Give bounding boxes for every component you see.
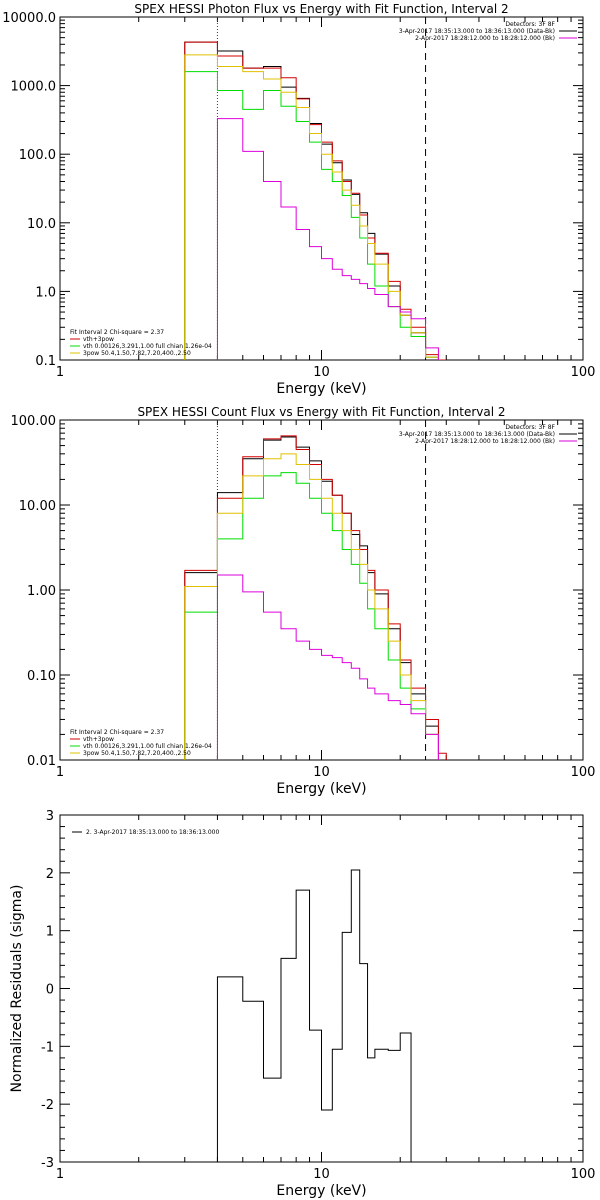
y-tick-label: 1.00	[27, 584, 56, 599]
series-background_spectrum	[216, 574, 439, 760]
y-tick-label: 3	[46, 809, 54, 824]
y-tick-label: 0.01	[27, 754, 56, 769]
y-tick-label: 1	[46, 925, 54, 940]
legend-top-right-item: 3-Apr-2017 18:35:13.000 to 18:36:13.000 …	[399, 431, 555, 438]
series-vth	[184, 71, 439, 360]
y-tick-label: 10.00	[19, 499, 56, 514]
legend-bottom-left-item: Fit Interval 2 Chi-square = 2.37	[70, 729, 164, 736]
legend-bottom-left-item: vth+3pow	[83, 336, 114, 343]
legend-bottom-left-item: vth 0.00126,3.291,1.00 full chian 1.26e-…	[83, 343, 212, 350]
series-vth_plus_3pow	[184, 41, 447, 360]
x-tick-label: 10	[313, 1167, 330, 1182]
plot-frame	[59, 16, 584, 361]
series-data	[184, 436, 439, 760]
y-tick-label: 0.1	[35, 354, 56, 369]
legend-bottom-left-item: Fit Interval 2 Chi-square = 2.37	[70, 329, 164, 336]
legend-bottom-left-item: 3pow 50.4,1.50,7.82,7.20,400.,2.50	[83, 350, 191, 357]
legend-top-right-item: 2-Apr-2017 18:28:12.000 to 18:28:12.000 …	[415, 35, 555, 42]
legend-bottom-left-item: 3pow 50.4,1.50,7.82,7.20,400.,2.50	[83, 750, 191, 757]
legend-bottom-left-item: vth+3pow	[83, 736, 114, 743]
legend-item: 2. 3-Apr-2017 18:35:13.000 to 18:36:13.0…	[86, 829, 219, 836]
x-tick-label: 100	[571, 1167, 596, 1182]
x-axis-label: Energy (keV)	[276, 781, 366, 797]
y-tick-label: 10000.0	[2, 11, 56, 26]
y-tick-label: 100.00	[11, 414, 57, 429]
x-axis-label: Energy (keV)	[276, 1183, 366, 1199]
legend-top-right-item: 2-Apr-2017 18:28:12.000 to 18:28:12.000 …	[415, 438, 555, 445]
series-3pow	[184, 54, 439, 360]
x-tick-label: 1	[56, 365, 64, 380]
y-tick-label: 1000.0	[11, 80, 57, 95]
y-tick-label: -2	[41, 1098, 54, 1113]
legend-top-right-item: Detectors: 3F 8F	[505, 21, 555, 28]
chart-title: SPEX HESSI Photon Flux vs Energy with Fi…	[134, 2, 508, 16]
y-tick-label: 2	[46, 867, 54, 882]
x-tick-label: 10	[313, 365, 330, 380]
legend-top-right-item: 3-Apr-2017 18:35:13.000 to 18:36:13.000 …	[399, 28, 555, 35]
x-tick-label: 1	[56, 1167, 64, 1182]
x-axis-label: Energy (keV)	[276, 381, 366, 397]
chart-title: SPEX HESSI Count Flux vs Energy with Fit…	[137, 405, 505, 419]
y-tick-label: -3	[41, 1156, 54, 1171]
series-vth_plus_3pow	[184, 435, 447, 760]
series-vth	[184, 472, 439, 760]
x-tick-label: 10	[313, 765, 330, 780]
y-axis-label: Normalized Residuals (sigma)	[9, 885, 25, 1093]
y-tick-label: 0.10	[27, 669, 56, 684]
chart-3: 1 10 100 -3 -2 -1 0 1 2 3 Normalized Residuals (si…	[9, 809, 595, 1199]
x-tick-label: 100	[571, 365, 596, 380]
series-data	[216, 869, 412, 1162]
y-tick-label: 1.0	[35, 285, 56, 300]
legend-bottom-left-item: vth 0.00126,3.291,1.00 full chian 1.26e-…	[83, 743, 212, 750]
y-tick-label: 100.0	[19, 148, 56, 163]
series-3pow	[184, 453, 439, 760]
y-tick-label: 10.0	[27, 217, 56, 232]
y-tick-label: 0	[46, 983, 54, 998]
legend-top-right-item: Detectors: 3F 8F	[505, 424, 555, 431]
series-background_spectrum	[216, 118, 439, 360]
y-tick-label: -1	[41, 1040, 54, 1055]
x-tick-label: 100	[571, 765, 596, 780]
x-tick-label: 1	[56, 765, 64, 780]
chart-1: SPEX HESSI Photon Flux vs Energy with Fi…	[2, 2, 595, 397]
chart-2: SPEX HESSI Count Flux vs Energy with Fit…	[11, 405, 596, 797]
